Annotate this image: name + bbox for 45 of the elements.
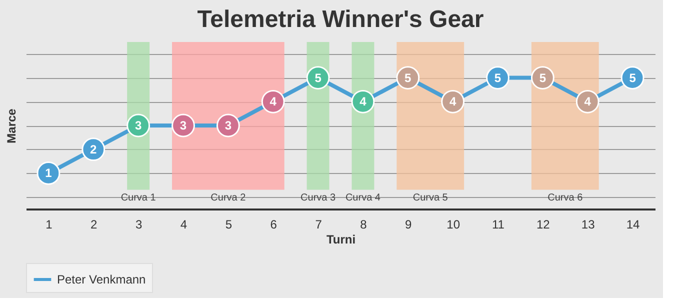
point (36, 162, 60, 185)
band-label: Curva 2 (210, 192, 246, 204)
data-label: 5 (539, 70, 546, 85)
y-axis-title: Marce (4, 108, 18, 144)
data-label: 4 (449, 94, 456, 109)
data-label: 4 (270, 94, 277, 109)
x-tick-label: 10 (446, 218, 460, 232)
x-tick-label: 6 (270, 218, 278, 232)
data-label: 3 (134, 118, 142, 132)
point (576, 90, 600, 114)
band-label: Curva 5 (412, 192, 448, 204)
band-label: Curva 3 (300, 192, 336, 204)
x-tick-label: 3 (135, 218, 142, 232)
x-tick-label: 12 (536, 218, 550, 232)
data-label: 3 (224, 118, 232, 132)
x-tick-label: 11 (492, 218, 505, 232)
x-tick-label: 1 (46, 218, 53, 232)
data-label: 4 (584, 94, 592, 109)
point (620, 66, 644, 90)
x-tick-label: 8 (360, 218, 368, 232)
chart-title: Telemetria Winner's Gear (197, 6, 484, 33)
point (306, 66, 330, 90)
x-tick-label: 5 (225, 218, 232, 232)
x-tick-label: 4 (180, 218, 188, 232)
x-axis-title: Turni (326, 232, 356, 246)
data-label: 5 (314, 70, 322, 85)
data-label: 3 (180, 118, 187, 132)
point (82, 138, 106, 162)
x-tick-label: 14 (626, 218, 640, 232)
legend-label: Peter Venkmann (57, 272, 146, 286)
band-label: Curva 6 (548, 192, 584, 204)
band-label: Curva 4 (345, 192, 381, 204)
data-label: 5 (629, 70, 636, 85)
data-label: 1 (45, 166, 52, 180)
x-tick-label: 7 (315, 218, 322, 232)
data-label: 5 (494, 70, 502, 85)
x-tick-label: 13 (581, 218, 596, 232)
data-label: 2 (90, 142, 98, 156)
point (261, 90, 285, 114)
point (396, 66, 420, 90)
x-tick-label: 2 (90, 218, 98, 232)
x-tick-label: 9 (405, 218, 412, 232)
data-label: 5 (404, 70, 412, 85)
data-label: 4 (360, 94, 367, 109)
band-label: Curva 1 (120, 192, 156, 204)
